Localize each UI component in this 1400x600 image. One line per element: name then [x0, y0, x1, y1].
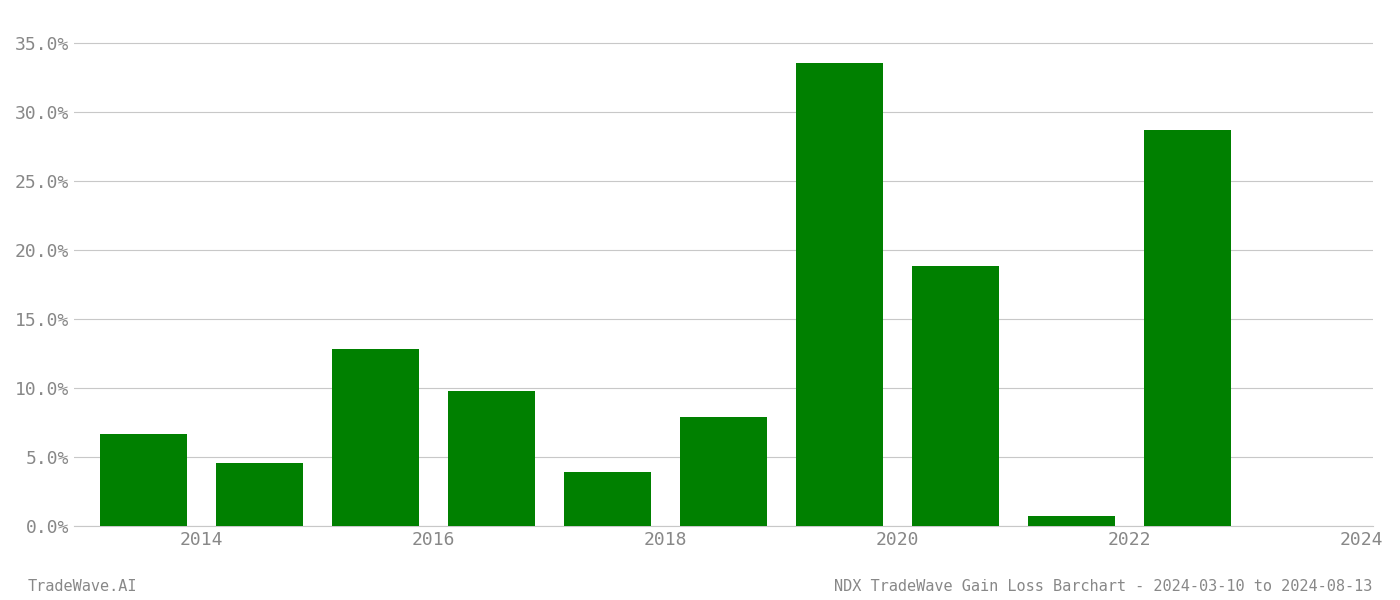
Bar — [564, 472, 651, 526]
Bar — [448, 391, 535, 526]
Bar — [911, 266, 1000, 526]
Bar — [332, 349, 419, 526]
Text: TradeWave.AI: TradeWave.AI — [28, 579, 137, 594]
Bar — [680, 417, 767, 526]
Bar — [1028, 517, 1114, 526]
Text: NDX TradeWave Gain Loss Barchart - 2024-03-10 to 2024-08-13: NDX TradeWave Gain Loss Barchart - 2024-… — [833, 579, 1372, 594]
Bar — [1144, 130, 1231, 526]
Bar — [216, 463, 304, 526]
Bar — [101, 434, 188, 526]
Bar — [797, 64, 883, 526]
